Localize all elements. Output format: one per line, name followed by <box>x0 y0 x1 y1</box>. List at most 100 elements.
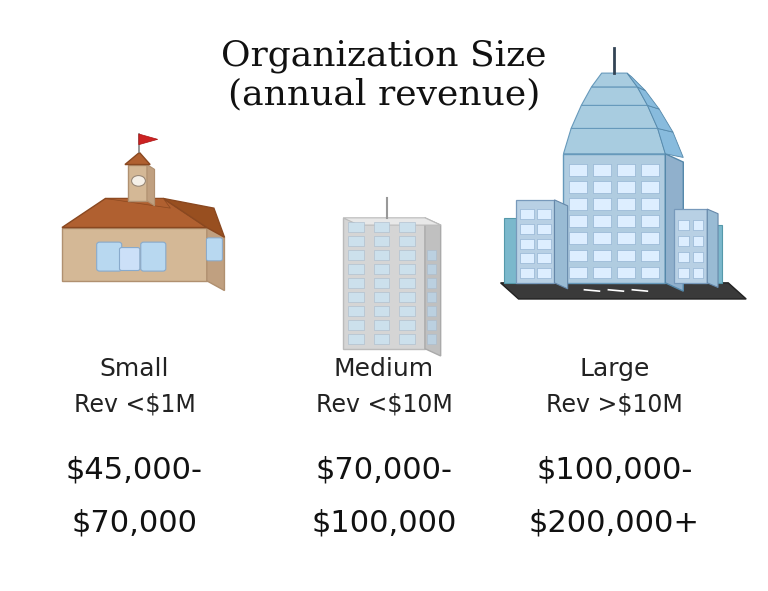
FancyBboxPatch shape <box>693 236 703 246</box>
FancyBboxPatch shape <box>617 249 635 261</box>
FancyBboxPatch shape <box>428 250 435 260</box>
FancyBboxPatch shape <box>374 334 389 344</box>
Polygon shape <box>657 128 684 157</box>
Polygon shape <box>581 87 647 105</box>
FancyBboxPatch shape <box>348 320 364 330</box>
FancyBboxPatch shape <box>641 215 659 227</box>
Text: $70,000: $70,000 <box>71 508 197 538</box>
FancyBboxPatch shape <box>569 267 588 278</box>
FancyBboxPatch shape <box>678 220 689 230</box>
Polygon shape <box>105 199 170 208</box>
Polygon shape <box>207 228 224 291</box>
Polygon shape <box>62 199 207 228</box>
Text: Large: Large <box>579 358 650 381</box>
FancyBboxPatch shape <box>97 242 121 271</box>
Text: Medium: Medium <box>334 358 434 381</box>
FancyBboxPatch shape <box>569 181 588 193</box>
FancyBboxPatch shape <box>374 320 389 330</box>
FancyBboxPatch shape <box>594 198 611 210</box>
FancyBboxPatch shape <box>678 236 689 246</box>
FancyBboxPatch shape <box>399 334 415 344</box>
FancyBboxPatch shape <box>348 222 364 232</box>
FancyBboxPatch shape <box>594 267 611 278</box>
FancyBboxPatch shape <box>538 224 551 234</box>
Polygon shape <box>647 105 673 132</box>
FancyBboxPatch shape <box>399 320 415 330</box>
Polygon shape <box>125 152 150 164</box>
FancyBboxPatch shape <box>374 236 389 246</box>
FancyBboxPatch shape <box>641 232 659 244</box>
FancyBboxPatch shape <box>128 164 147 201</box>
FancyBboxPatch shape <box>399 292 415 302</box>
FancyBboxPatch shape <box>428 306 435 316</box>
Polygon shape <box>501 283 746 299</box>
Polygon shape <box>504 218 537 283</box>
Polygon shape <box>707 209 718 287</box>
FancyBboxPatch shape <box>348 236 364 246</box>
FancyBboxPatch shape <box>399 236 415 246</box>
FancyBboxPatch shape <box>641 267 659 278</box>
FancyBboxPatch shape <box>678 268 689 278</box>
Polygon shape <box>62 228 207 281</box>
FancyBboxPatch shape <box>569 249 588 261</box>
FancyBboxPatch shape <box>641 249 659 261</box>
FancyBboxPatch shape <box>374 264 389 274</box>
Polygon shape <box>637 87 659 109</box>
Polygon shape <box>692 225 722 283</box>
FancyBboxPatch shape <box>428 334 435 344</box>
FancyBboxPatch shape <box>374 278 389 288</box>
Text: Rev >$10M: Rev >$10M <box>546 393 683 417</box>
Text: $100,000: $100,000 <box>311 508 457 538</box>
Polygon shape <box>139 134 157 145</box>
FancyBboxPatch shape <box>428 278 435 288</box>
Text: $200,000+: $200,000+ <box>529 508 700 538</box>
Polygon shape <box>164 199 224 237</box>
FancyBboxPatch shape <box>348 292 364 302</box>
Polygon shape <box>515 200 554 283</box>
FancyBboxPatch shape <box>399 306 415 316</box>
FancyBboxPatch shape <box>348 264 364 274</box>
Polygon shape <box>564 128 665 154</box>
Polygon shape <box>425 218 441 356</box>
Text: $70,000-: $70,000- <box>316 455 452 485</box>
Polygon shape <box>627 73 645 90</box>
FancyBboxPatch shape <box>120 248 140 271</box>
FancyBboxPatch shape <box>569 215 588 227</box>
FancyBboxPatch shape <box>521 224 534 234</box>
FancyBboxPatch shape <box>374 222 389 232</box>
FancyBboxPatch shape <box>399 278 415 288</box>
Text: Rev <$10M: Rev <$10M <box>316 393 452 417</box>
Text: (annual revenue): (annual revenue) <box>228 77 540 112</box>
Text: Rev <$1M: Rev <$1M <box>74 393 195 417</box>
FancyBboxPatch shape <box>374 250 389 260</box>
Polygon shape <box>665 154 684 291</box>
FancyBboxPatch shape <box>348 334 364 344</box>
Polygon shape <box>343 218 441 225</box>
Text: $100,000-: $100,000- <box>536 455 693 485</box>
FancyBboxPatch shape <box>617 232 635 244</box>
Circle shape <box>131 176 145 186</box>
FancyBboxPatch shape <box>569 232 588 244</box>
Polygon shape <box>674 209 707 283</box>
Polygon shape <box>571 105 657 128</box>
FancyBboxPatch shape <box>594 164 611 176</box>
Polygon shape <box>343 218 425 349</box>
FancyBboxPatch shape <box>399 222 415 232</box>
FancyBboxPatch shape <box>594 249 611 261</box>
FancyBboxPatch shape <box>348 278 364 288</box>
FancyBboxPatch shape <box>538 254 551 264</box>
FancyBboxPatch shape <box>521 268 534 278</box>
FancyBboxPatch shape <box>428 264 435 274</box>
FancyBboxPatch shape <box>693 252 703 262</box>
FancyBboxPatch shape <box>348 306 364 316</box>
FancyBboxPatch shape <box>207 238 223 261</box>
FancyBboxPatch shape <box>141 242 166 271</box>
Text: Organization Size: Organization Size <box>221 39 547 73</box>
FancyBboxPatch shape <box>538 209 551 219</box>
FancyBboxPatch shape <box>521 209 534 219</box>
FancyBboxPatch shape <box>569 164 588 176</box>
FancyBboxPatch shape <box>594 215 611 227</box>
FancyBboxPatch shape <box>399 264 415 274</box>
FancyBboxPatch shape <box>617 215 635 227</box>
FancyBboxPatch shape <box>641 164 659 176</box>
